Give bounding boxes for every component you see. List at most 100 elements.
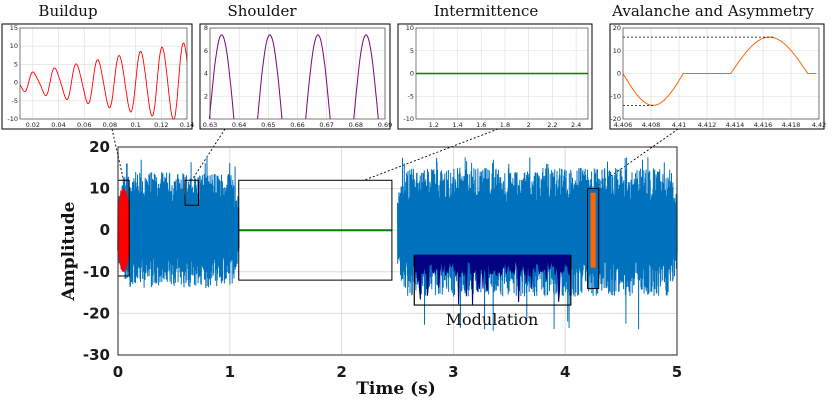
signal-series bbox=[117, 155, 240, 289]
main-plot: 0 1 2 3 4 5 -30 -20 -10 0 10 20 bbox=[83, 138, 682, 381]
insets-layer: 0.02 0.04 0.06 0.08 0.1 0.12 0.14-10-50510150.… bbox=[1, 23, 826, 130]
inset-x-tick: 0.04 bbox=[51, 121, 65, 129]
zoom-box bbox=[238, 179, 393, 281]
y-axis-label: Amplitude bbox=[59, 201, 79, 301]
inset-y-tick: 10 bbox=[10, 42, 18, 50]
zoom-connector bbox=[111, 128, 125, 181]
inset-y-tick: -5 bbox=[12, 97, 18, 105]
inset-y-tick: 6 bbox=[204, 47, 208, 55]
zoom-connector bbox=[191, 128, 226, 181]
inset-y-tick: 5 bbox=[14, 60, 18, 68]
x-tick-label: 4 bbox=[560, 363, 570, 381]
inset-x-tick: 0.08 bbox=[103, 121, 117, 129]
inset-intermittence: 1.2 1.4 1.6 1.8 2 2.2 2.4 -10 -5 0 5 10 bbox=[397, 23, 593, 130]
inset-axes-frame bbox=[622, 27, 820, 120]
connector-lines bbox=[111, 128, 679, 189]
modulation-series bbox=[413, 254, 572, 305]
inset-y-tick: 20 bbox=[613, 24, 621, 32]
inset-frame bbox=[397, 23, 593, 130]
modulation-annotation: Modulation bbox=[446, 310, 539, 329]
inset-x-tick: 0.64 bbox=[232, 121, 246, 129]
inset-x-tick: 2.2 bbox=[547, 121, 557, 129]
inset-x-tick: 1.8 bbox=[500, 121, 510, 129]
inset-x-tick: 0.68 bbox=[349, 121, 363, 129]
x-axis-label: Time (s) bbox=[356, 379, 436, 399]
inset-y-tick: -10 bbox=[610, 92, 621, 100]
inset-y-tick: -10 bbox=[7, 115, 18, 123]
inset-x-tick: 4.42 bbox=[812, 121, 826, 129]
y-tick-label: 0 bbox=[100, 221, 110, 239]
inset-x-tick: 0.12 bbox=[154, 121, 168, 129]
inset-axes-frame bbox=[19, 27, 188, 120]
x-tick-label: 2 bbox=[336, 363, 346, 381]
inset-frame bbox=[1, 23, 193, 130]
y-tick-label: -10 bbox=[83, 263, 110, 281]
zoom-box bbox=[587, 188, 600, 289]
inset-x-tick: 0.06 bbox=[77, 121, 91, 129]
shoulder-arch bbox=[305, 34, 331, 120]
shoulder-arch bbox=[208, 34, 235, 120]
buildup-series bbox=[117, 188, 130, 272]
inset-frame bbox=[199, 23, 391, 130]
inset-x-tick: 4.412 bbox=[698, 121, 717, 129]
shoulder-arch bbox=[257, 34, 283, 120]
inset-axes-frame bbox=[209, 27, 386, 120]
inset-x-tick: 4.418 bbox=[782, 121, 801, 129]
inset-frame bbox=[609, 23, 825, 130]
x-tick-label: 0 bbox=[113, 363, 123, 381]
inset-y-tick: 0 bbox=[617, 70, 621, 78]
zoom-box bbox=[184, 179, 199, 206]
inset-title-intermittence: Intermittence bbox=[434, 2, 539, 20]
inset-x-tick: 0.65 bbox=[261, 121, 275, 129]
inset-x-tick: 2.4 bbox=[571, 121, 581, 129]
y-tick-label: -20 bbox=[83, 304, 110, 322]
inset-x-tick: 0.14 bbox=[180, 121, 194, 129]
inset-y-tick: 2 bbox=[204, 92, 208, 100]
inset-x-tick: 0.63 bbox=[203, 121, 217, 129]
inset-y-tick: 0 bbox=[14, 79, 18, 87]
inset-x-tick: 0.67 bbox=[319, 121, 333, 129]
inset-x-tick: 0.66 bbox=[290, 121, 304, 129]
buildup-line bbox=[19, 42, 188, 120]
avalanche-series bbox=[590, 192, 596, 268]
y-tick-label: -30 bbox=[83, 346, 110, 364]
inset-avalanche: 4.406 4.408 4.41 4.412 4.414 4.416 4.418 4.42 -2… bbox=[609, 23, 826, 130]
inset-title-buildup: Buildup bbox=[38, 2, 97, 20]
inset-y-tick: -5 bbox=[408, 92, 414, 100]
avalanche-line bbox=[622, 36, 817, 106]
x-tick-label: 5 bbox=[672, 363, 682, 381]
inset-y-tick: -20 bbox=[610, 115, 621, 123]
y-tick-label: 20 bbox=[89, 138, 110, 156]
inset-y-tick: 15 bbox=[10, 24, 18, 32]
inset-y-tick: 8 bbox=[204, 24, 208, 32]
inset-x-tick: 4.408 bbox=[642, 121, 661, 129]
inset-shoulder: 0.63 0.64 0.65 0.66 0.67 0.68 0.69 2 4 6 8 bbox=[199, 23, 392, 130]
inset-y-tick: 10 bbox=[613, 47, 621, 55]
inset-buildup: 0.02 0.04 0.06 0.08 0.1 0.12 0.14 -10 -5 0 5 10 15 bbox=[1, 23, 194, 130]
inset-x-tick: 1.2 bbox=[429, 121, 439, 129]
inset-title-shoulder: Shoulder bbox=[227, 2, 297, 20]
y-tick-label: 10 bbox=[89, 180, 110, 198]
inset-y-tick: 0 bbox=[410, 70, 414, 78]
inset-y-tick: 5 bbox=[410, 47, 414, 55]
inset-x-tick: 4.406 bbox=[614, 121, 633, 129]
main-axes-frame bbox=[117, 146, 678, 356]
inset-x-tick: 4.41 bbox=[672, 121, 686, 129]
inset-title-avalanche: Avalanche and Asymmetry bbox=[611, 2, 814, 20]
inset-y-tick: -10 bbox=[403, 115, 414, 123]
x-tick-label: 3 bbox=[448, 363, 458, 381]
inset-x-tick: 4.416 bbox=[754, 121, 773, 129]
inset-x-tick: 0.02 bbox=[26, 121, 40, 129]
zoom-connector bbox=[592, 128, 679, 189]
inset-y-tick: 10 bbox=[406, 24, 414, 32]
inset-y-tick: 4 bbox=[204, 70, 208, 78]
inset-axes-frame bbox=[415, 27, 589, 120]
x-tick-label: 1 bbox=[225, 363, 235, 381]
inset-x-tick: 4.414 bbox=[726, 121, 745, 129]
inset-x-tick: 2 bbox=[527, 121, 531, 129]
inset-x-tick: 1.4 bbox=[452, 121, 462, 129]
shoulder-arch bbox=[353, 34, 379, 120]
inset-x-tick: 0.1 bbox=[130, 121, 140, 129]
inset-x-tick: 1.6 bbox=[476, 121, 486, 129]
